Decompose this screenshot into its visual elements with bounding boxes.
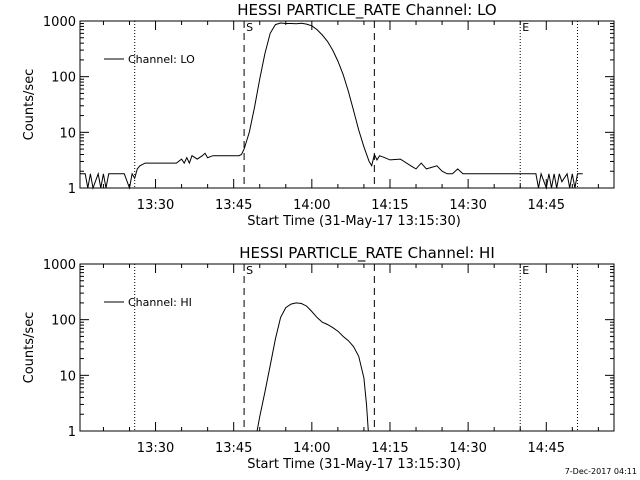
x-tick-label: 13:30 [137, 441, 174, 456]
x-tick-label: 14:15 [371, 441, 408, 456]
y-tick-label: 1 [68, 425, 76, 440]
x-tick-label: 14:30 [449, 441, 486, 456]
x-tick-label: 14:45 [528, 198, 565, 213]
y-axis-label: Counts/sec [22, 312, 37, 384]
y-tick-label: 10 [59, 126, 76, 141]
x-tick-label: 13:30 [137, 198, 174, 213]
chart-title: HESSI PARTICLE_RATE Channel: HI [239, 244, 495, 263]
y-tick-label: 1000 [43, 258, 76, 273]
legend-label: Channel: HI [128, 296, 192, 309]
y-tick-label: 10 [59, 369, 76, 384]
marker-label: E [522, 264, 529, 277]
marker-label: S [246, 21, 253, 34]
chart-title: HESSI PARTICLE_RATE Channel: LO [237, 1, 496, 20]
y-tick-label: 1 [68, 182, 76, 197]
marker-label: E [522, 21, 529, 34]
x-axis-label: Start Time (31-May-17 13:15:30) [247, 457, 461, 472]
x-tick-label: 14:00 [293, 198, 330, 213]
x-tick-label: 14:00 [293, 441, 330, 456]
plot-frame [79, 20, 615, 189]
x-tick-label: 13:45 [215, 441, 252, 456]
x-tick-label: 14:15 [371, 198, 408, 213]
panel-lo: HESSI PARTICLE_RATE Channel: LO Counts/s… [22, 1, 615, 229]
x-tick-label: 13:45 [215, 198, 252, 213]
plot-frame [79, 263, 615, 432]
y-tick-label: 1000 [43, 15, 76, 30]
series-line [80, 22, 583, 190]
y-tick-label: 100 [51, 71, 76, 86]
x-tick-label: 14:45 [528, 441, 565, 456]
x-axis-label: Start Time (31-May-17 13:15:30) [247, 214, 461, 229]
y-tick-label: 100 [51, 314, 76, 329]
marker-label: S [246, 264, 253, 277]
timestamp-label: 7-Dec-2017 04:11 [565, 467, 637, 476]
y-axis-label: Counts/sec [22, 69, 37, 141]
x-tick-label: 14:30 [449, 198, 486, 213]
legend-label: Channel: LO [128, 53, 195, 66]
series-line [256, 302, 369, 432]
panel-hi: HESSI PARTICLE_RATE Channel: HI Counts/s… [22, 244, 615, 472]
